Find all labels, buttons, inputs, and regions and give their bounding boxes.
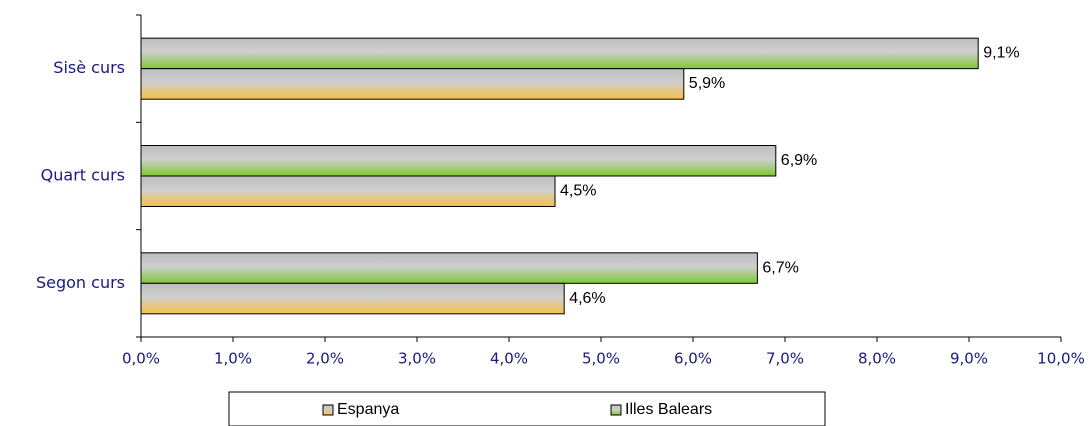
value-label: 4,6% bbox=[569, 290, 605, 307]
x-tick-label: 9,0% bbox=[950, 350, 988, 368]
x-tick-label: 2,0% bbox=[306, 350, 344, 368]
legend-label: Illes Balears bbox=[625, 401, 712, 418]
value-label: 6,9% bbox=[781, 152, 817, 169]
y-tick-label: Quart curs bbox=[41, 166, 125, 185]
x-tick-label: 5,0% bbox=[582, 350, 620, 368]
value-label: 5,9% bbox=[689, 75, 725, 92]
x-tick-label: 4,0% bbox=[490, 350, 528, 368]
bar bbox=[140, 282, 565, 315]
bar bbox=[140, 68, 685, 100]
y-tick-label: Segon curs bbox=[36, 273, 125, 292]
x-tick-label: 3,0% bbox=[398, 350, 436, 368]
x-tick-label: 7,0% bbox=[766, 350, 804, 368]
bar bbox=[140, 252, 758, 284]
y-tick-label: Sisè curs bbox=[53, 58, 125, 77]
x-tick-label: 1,0% bbox=[214, 350, 252, 368]
value-label: 9,1% bbox=[983, 45, 1019, 62]
legend-swatch bbox=[610, 404, 622, 416]
bar bbox=[140, 175, 556, 207]
x-tick-label: 0,0% bbox=[122, 350, 160, 368]
value-label: 4,5% bbox=[560, 182, 596, 199]
bar bbox=[140, 145, 777, 177]
legend-box bbox=[228, 391, 826, 426]
legend-swatch bbox=[322, 404, 334, 416]
value-label: 6,7% bbox=[762, 259, 798, 276]
x-tick-label: 6,0% bbox=[674, 350, 712, 368]
legend-label: Espanya bbox=[337, 401, 399, 418]
x-tick-label: 8,0% bbox=[858, 350, 896, 368]
bar bbox=[140, 37, 979, 70]
x-tick-label: 10,0% bbox=[1037, 350, 1085, 368]
